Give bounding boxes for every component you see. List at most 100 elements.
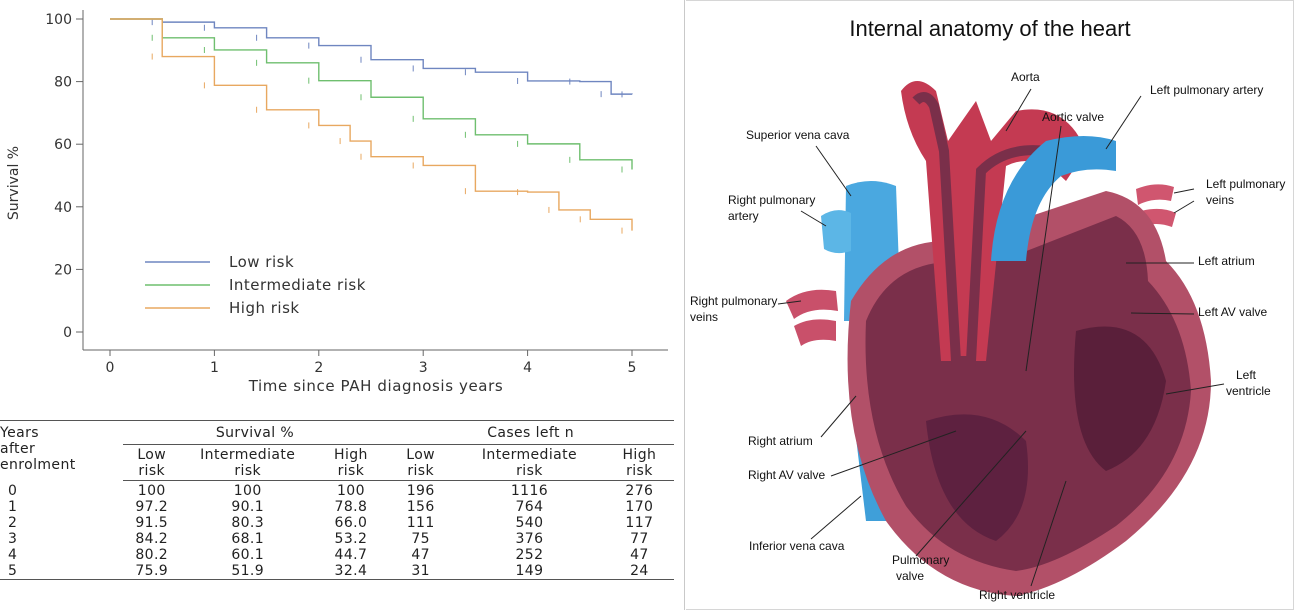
- value-cell: 78.8: [334, 499, 368, 515]
- value-cell: 276: [625, 483, 654, 499]
- label-right-pulmonary-artery-1: Right pulmonary: [728, 193, 815, 207]
- heart-anatomy-panel: Internal anatomy of the heart: [686, 0, 1294, 610]
- value-cell: 97.2: [135, 499, 169, 515]
- year-cell: 0: [8, 482, 18, 499]
- value-cell: 80.3: [231, 515, 265, 531]
- value-cell: 196: [406, 483, 435, 499]
- leader-lines: [777, 88, 1225, 587]
- year-cell: 3: [8, 531, 18, 547]
- label-right-pulmonary-veins-1: Right pulmonary: [690, 294, 777, 308]
- table-row: 0 100 100 100 196 1116 276: [0, 481, 674, 500]
- chart-axes: [82, 10, 668, 351]
- value-cell: 84.2: [135, 531, 169, 547]
- value-cell: 75: [411, 531, 430, 547]
- value-cell: 80.2: [135, 547, 169, 563]
- label-right-pulmonary-veins-2: veins: [690, 310, 718, 324]
- y-tick-label: 40: [54, 200, 72, 216]
- legend-label-2: High risk: [229, 299, 300, 317]
- year-cell: 4: [8, 547, 18, 563]
- anatomy-labels: Aorta Aortic valve Left pulmonary artery…: [690, 70, 1285, 602]
- x-tick-label: 2: [314, 360, 323, 376]
- pulmonary-artery-shape: [991, 136, 1116, 261]
- value-cell: 47: [411, 547, 430, 563]
- value-cell: 100: [137, 483, 166, 499]
- table-row: 2 91.5 80.3 66.0 111 540 117: [0, 515, 674, 531]
- column-header-1: Intermediate risk: [180, 444, 315, 481]
- label-left-pulmonary-veins-1: Left pulmonary: [1206, 177, 1285, 191]
- label-pulmonary-valve-2: valve: [896, 569, 924, 583]
- column-header-2: High risk: [314, 444, 388, 481]
- diagram-title: Internal anatomy of the heart: [849, 16, 1130, 41]
- y-tick-label: 80: [54, 75, 72, 91]
- label-right-atrium: Right atrium: [748, 434, 813, 448]
- series-lines: [110, 18, 633, 234]
- x-ticks: 0 1 2 3 4 5: [106, 350, 637, 376]
- value-cell: 24: [604, 563, 674, 580]
- survival-group-header: Survival %: [122, 420, 388, 445]
- value-cell: 376: [515, 531, 544, 547]
- y-ticks: 0 20 40 60 80 100: [45, 12, 83, 341]
- heart-diagram: Internal anatomy of the heart: [690, 16, 1285, 602]
- table-row: 5 75.9 51.9 32.4 31 149 24: [0, 563, 674, 580]
- value-cell: 91.5: [135, 515, 169, 531]
- value-cell: 31: [387, 563, 455, 580]
- value-cell: 53.2: [334, 531, 368, 547]
- x-tick-label: 4: [523, 360, 532, 376]
- y-tick-label: 60: [54, 137, 72, 153]
- value-cell: 156: [406, 499, 435, 515]
- column-header-5: High risk: [604, 444, 674, 481]
- value-cell: 75.9: [122, 563, 181, 580]
- value-cell: 170: [625, 499, 654, 515]
- label-left-ventricle-2: ventricle: [1226, 384, 1271, 398]
- label-right-pulmonary-artery-2: artery: [728, 209, 759, 223]
- x-tick-label: 1: [210, 360, 219, 376]
- series-line-1: [110, 18, 633, 170]
- value-cell: 111: [406, 515, 435, 531]
- value-cell: 100: [233, 483, 262, 499]
- column-header-3: Low risk: [387, 444, 455, 481]
- y-tick-label: 0: [63, 325, 72, 341]
- value-cell: 51.9: [180, 563, 315, 580]
- right-pulmonary-artery-shape: [821, 210, 851, 254]
- label-left-av-valve: Left AV valve: [1198, 305, 1267, 319]
- x-tick-label: 5: [628, 360, 637, 376]
- value-cell: 100: [336, 483, 365, 499]
- label-left-atrium: Left atrium: [1198, 254, 1255, 268]
- label-left-pulmonary-artery: Left pulmonary artery: [1150, 83, 1263, 97]
- year-cell: 5: [0, 563, 123, 580]
- y-tick-label: 20: [54, 262, 72, 278]
- x-tick-label: 3: [419, 360, 428, 376]
- table-row: 1 97.2 90.1 78.8 156 764 170: [0, 499, 674, 515]
- y-tick-label: 100: [45, 12, 72, 28]
- aorta-inner: [912, 92, 1061, 366]
- column-header-4: Intermediate risk: [454, 444, 605, 481]
- column-header-0: Low risk: [122, 444, 181, 481]
- value-cell: 540: [515, 515, 544, 531]
- legend-label-0: Low risk: [229, 253, 294, 271]
- legend-label-1: Intermediate risk: [229, 276, 366, 294]
- survival-table: Years after enrolment Survival % Cases lef…: [0, 420, 674, 580]
- value-cell: 77: [630, 531, 649, 547]
- label-pulmonary-valve-1: Pulmonary: [892, 553, 949, 567]
- label-aorta: Aorta: [1011, 70, 1040, 84]
- value-cell: 90.1: [231, 499, 265, 515]
- value-cell: 66.0: [334, 515, 368, 531]
- cases-left-group-header: Cases left n: [387, 420, 674, 445]
- panel-divider: [684, 0, 685, 610]
- year-cell: 1: [8, 499, 18, 515]
- label-aortic-valve: Aortic valve: [1042, 110, 1104, 124]
- label-left-ventricle-1: Left: [1236, 368, 1257, 382]
- years-after-enrolment-header: Years after enrolment: [0, 420, 123, 481]
- table-row: 3 84.2 68.1 53.2 75 376 77: [0, 531, 674, 547]
- left-ventricle-cavity: [1074, 326, 1166, 471]
- chart-legend: Low risk Intermediate risk High risk: [145, 253, 366, 317]
- value-cell: 252: [515, 547, 544, 563]
- heart-illustration: [786, 81, 1211, 596]
- value-cell: 44.7: [334, 547, 368, 563]
- value-cell: 32.4: [314, 563, 388, 580]
- label-inferior-vena-cava: Inferior vena cava: [749, 539, 845, 553]
- label-right-av-valve: Right AV valve: [748, 468, 825, 482]
- value-cell: 117: [625, 515, 654, 531]
- x-axis-label: Time since PAH diagnosis years: [248, 377, 504, 395]
